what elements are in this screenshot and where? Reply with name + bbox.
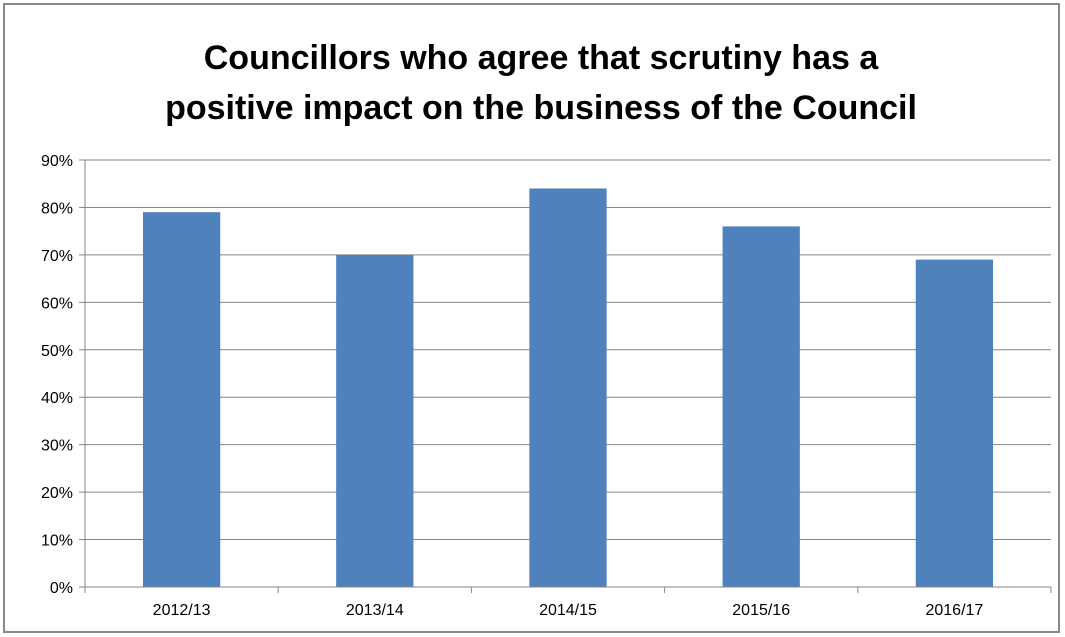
bar-2013-14	[336, 254, 414, 587]
bar-2014-15	[529, 188, 607, 587]
y-tick-label: 30%	[41, 438, 73, 455]
axes	[79, 159, 1052, 593]
y-tick-label: 60%	[41, 295, 73, 312]
y-tick-label: 40%	[41, 390, 73, 407]
chart-title: Councillors who agree that scrutiny has …	[165, 39, 917, 127]
y-tick-label: 0%	[50, 580, 73, 597]
y-tick-label: 90%	[41, 153, 73, 170]
bar-2015-16	[722, 226, 800, 587]
bar-2016-17	[915, 259, 994, 587]
y-tick-label: 70%	[41, 248, 73, 265]
bar-2012-13	[142, 212, 221, 587]
y-tick-label: 10%	[41, 533, 73, 550]
bars	[142, 188, 994, 587]
chart-title-line-1: Councillors who agree that scrutiny has …	[204, 39, 880, 77]
chart-frame: Councillors who agree that scrutiny has …	[3, 3, 1060, 633]
chart-title-line-2: positive impact on the business of the C…	[165, 89, 917, 127]
x-tick-label: 2014/15	[539, 602, 597, 619]
x-axis-category-labels: 2012/13 2013/14 2014/15 2015/16 2016/17	[153, 602, 984, 619]
y-tick-label: 80%	[41, 200, 73, 217]
y-tick-label: 50%	[41, 343, 73, 360]
x-tick-label: 2012/13	[153, 602, 211, 619]
x-tick-label: 2015/16	[732, 602, 790, 619]
bar-chart: Councillors who agree that scrutiny has …	[41, 39, 1052, 619]
x-tick-label: 2016/17	[925, 602, 983, 619]
y-axis-tick-labels: 0% 10% 20% 30% 40% 50% 60% 70% 80% 90%	[41, 153, 73, 597]
x-tick-label: 2013/14	[346, 602, 404, 619]
y-tick-label: 20%	[41, 485, 73, 502]
